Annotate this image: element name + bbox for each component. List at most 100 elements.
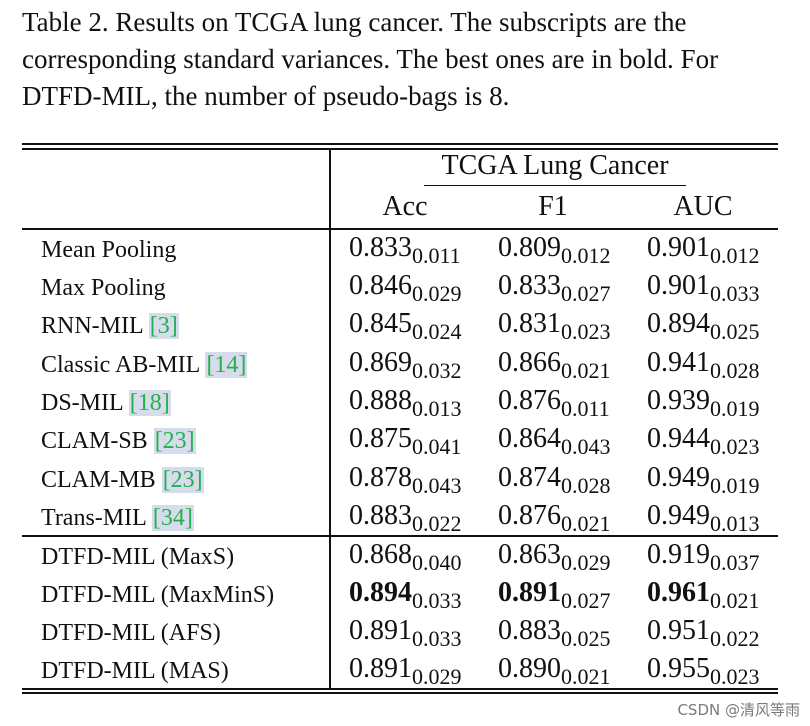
cell-std: 0.033 bbox=[412, 588, 462, 613]
table-row: Max Pooling 0.8460.029 0.8330.027 0.9010.03… bbox=[0, 269, 810, 307]
cell-auc: 0.9010.012 bbox=[647, 231, 760, 268]
cell-std: 0.037 bbox=[710, 550, 760, 575]
cell-auc: 0.9610.021 bbox=[647, 576, 760, 612]
cell-acc: 0.8880.013 bbox=[349, 384, 462, 421]
group-separator-rule bbox=[22, 535, 778, 537]
column-header-acc: Acc bbox=[382, 191, 428, 222]
cell-value: 0.890 bbox=[498, 653, 561, 684]
cell-value: 0.875 bbox=[349, 423, 412, 454]
cell-f1: 0.8330.027 bbox=[498, 269, 611, 306]
citation-link[interactable]: [23] bbox=[153, 428, 196, 454]
cell-acc: 0.8450.024 bbox=[349, 307, 462, 344]
cell-std: 0.027 bbox=[561, 281, 611, 306]
cell-value: 0.949 bbox=[647, 462, 710, 493]
cell-f1: 0.8760.021 bbox=[498, 499, 611, 535]
cell-value: 0.919 bbox=[647, 539, 710, 570]
cell-value: 0.869 bbox=[349, 347, 412, 378]
cell-value: 0.901 bbox=[647, 232, 710, 263]
cell-std: 0.025 bbox=[561, 626, 611, 651]
cell-std: 0.028 bbox=[561, 473, 611, 498]
method-name: DTFD-MIL (MaxS) bbox=[41, 541, 234, 573]
cell-std: 0.023 bbox=[561, 319, 611, 344]
cell-auc: 0.9010.033 bbox=[647, 269, 760, 305]
cell-acc: 0.8910.029 bbox=[349, 652, 462, 688]
cell-value: 0.864 bbox=[498, 423, 561, 454]
cell-std: 0.032 bbox=[412, 358, 462, 383]
cell-std: 0.012 bbox=[561, 243, 611, 268]
method-name: Max Pooling bbox=[41, 272, 166, 304]
table-row: Trans-MIL [34] 0.8830.022 0.8760.021 0.9490… bbox=[0, 499, 810, 537]
cell-acc: 0.8910.033 bbox=[349, 614, 462, 651]
cell-f1: 0.8900.021 bbox=[498, 652, 611, 689]
cell-f1: 0.8630.029 bbox=[498, 538, 611, 574]
cell-std: 0.023 bbox=[710, 434, 760, 459]
citation-link[interactable]: [34] bbox=[151, 505, 194, 531]
cell-std: 0.019 bbox=[710, 396, 760, 421]
table-row: Mean Pooling 0.8330.011 0.8090.012 0.9010.0… bbox=[0, 231, 810, 269]
cell-std: 0.024 bbox=[412, 319, 462, 344]
cell-value: 0.833 bbox=[349, 232, 412, 263]
method-name: DS-MIL [18] bbox=[41, 387, 171, 419]
cell-std: 0.021 bbox=[561, 358, 611, 383]
cell-value: 0.878 bbox=[349, 462, 412, 493]
cell-std: 0.033 bbox=[412, 626, 462, 651]
cell-auc: 0.9410.028 bbox=[647, 346, 760, 382]
cell-value: 0.845 bbox=[349, 308, 412, 339]
cell-f1: 0.8910.027 bbox=[498, 576, 611, 613]
table-row: CLAM-MB [23] 0.8780.043 0.8740.028 0.9490.0… bbox=[0, 461, 810, 499]
method-name: DTFD-MIL (AFS) bbox=[41, 617, 221, 649]
method-label: CLAM-MB bbox=[41, 467, 162, 493]
table-caption: Table 2. Results on TCGA lung cancer. Th… bbox=[22, 4, 792, 115]
cell-value: 0.939 bbox=[647, 385, 710, 416]
cell-acc: 0.8680.040 bbox=[349, 538, 462, 575]
group-header-rule bbox=[424, 185, 686, 187]
cell-value: 0.831 bbox=[498, 308, 561, 339]
cell-std: 0.027 bbox=[561, 588, 611, 613]
cell-value: 0.894 bbox=[349, 577, 412, 608]
method-name: DTFD-MIL (MaxMinS) bbox=[41, 579, 274, 611]
cell-value: 0.949 bbox=[647, 500, 710, 531]
table-row: CLAM-SB [23] 0.8750.041 0.8640.043 0.9440.0… bbox=[0, 422, 810, 460]
caption-line-2: corresponding standard variances. The be… bbox=[22, 44, 719, 74]
citation-link[interactable]: [23] bbox=[161, 467, 204, 493]
cell-f1: 0.8830.025 bbox=[498, 614, 611, 651]
cell-std: 0.012 bbox=[710, 243, 760, 268]
top-rule-2 bbox=[22, 148, 778, 150]
cell-value: 0.833 bbox=[498, 270, 561, 301]
cell-value: 0.894 bbox=[647, 308, 710, 339]
table-row: DTFD-MIL (MaxMinS) 0.8940.033 0.8910.027 0.… bbox=[0, 576, 810, 614]
caption-line-1: Table 2. Results on TCGA lung cancer. Th… bbox=[22, 7, 687, 37]
cell-std: 0.040 bbox=[412, 550, 462, 575]
cell-auc: 0.8940.025 bbox=[647, 307, 760, 343]
cell-auc: 0.9490.019 bbox=[647, 461, 760, 497]
cell-value: 0.901 bbox=[647, 270, 710, 301]
method-name: Classic AB-MIL [14] bbox=[41, 349, 248, 381]
citation-link[interactable]: [14] bbox=[205, 352, 248, 378]
column-divider bbox=[329, 148, 331, 690]
citation-link[interactable]: [18] bbox=[128, 390, 171, 416]
cell-value: 0.891 bbox=[349, 653, 412, 684]
cell-acc: 0.8780.043 bbox=[349, 461, 462, 497]
cell-std: 0.022 bbox=[412, 511, 462, 536]
group-header: TCGA Lung Cancer bbox=[441, 150, 669, 181]
cell-std: 0.029 bbox=[412, 281, 462, 306]
table-row: DTFD-MIL (MaxS) 0.8680.040 0.8630.029 0.919… bbox=[0, 538, 810, 576]
cell-value: 0.891 bbox=[349, 615, 412, 646]
method-label: DS-MIL bbox=[41, 390, 129, 416]
cell-acc: 0.8940.033 bbox=[349, 576, 462, 613]
method-label: RNN-MIL bbox=[41, 313, 149, 339]
method-label: CLAM-SB bbox=[41, 428, 154, 454]
column-header-f1: F1 bbox=[538, 191, 568, 222]
cell-std: 0.021 bbox=[561, 664, 611, 689]
cell-value: 0.866 bbox=[498, 347, 561, 378]
citation-link[interactable]: [3] bbox=[148, 313, 179, 339]
cell-auc: 0.9510.022 bbox=[647, 614, 760, 650]
column-header-auc: AUC bbox=[673, 191, 733, 222]
cell-std: 0.013 bbox=[412, 396, 462, 421]
caption-line-3: DTFD-MIL, the number of pseudo-bags is 8… bbox=[22, 81, 510, 111]
header-rule bbox=[22, 228, 778, 230]
cell-acc: 0.8330.011 bbox=[349, 231, 461, 268]
method-label: DTFD-MIL (MaxMinS) bbox=[41, 582, 275, 608]
cell-std: 0.011 bbox=[412, 243, 461, 268]
method-label: DTFD-MIL (MAS) bbox=[41, 658, 229, 684]
